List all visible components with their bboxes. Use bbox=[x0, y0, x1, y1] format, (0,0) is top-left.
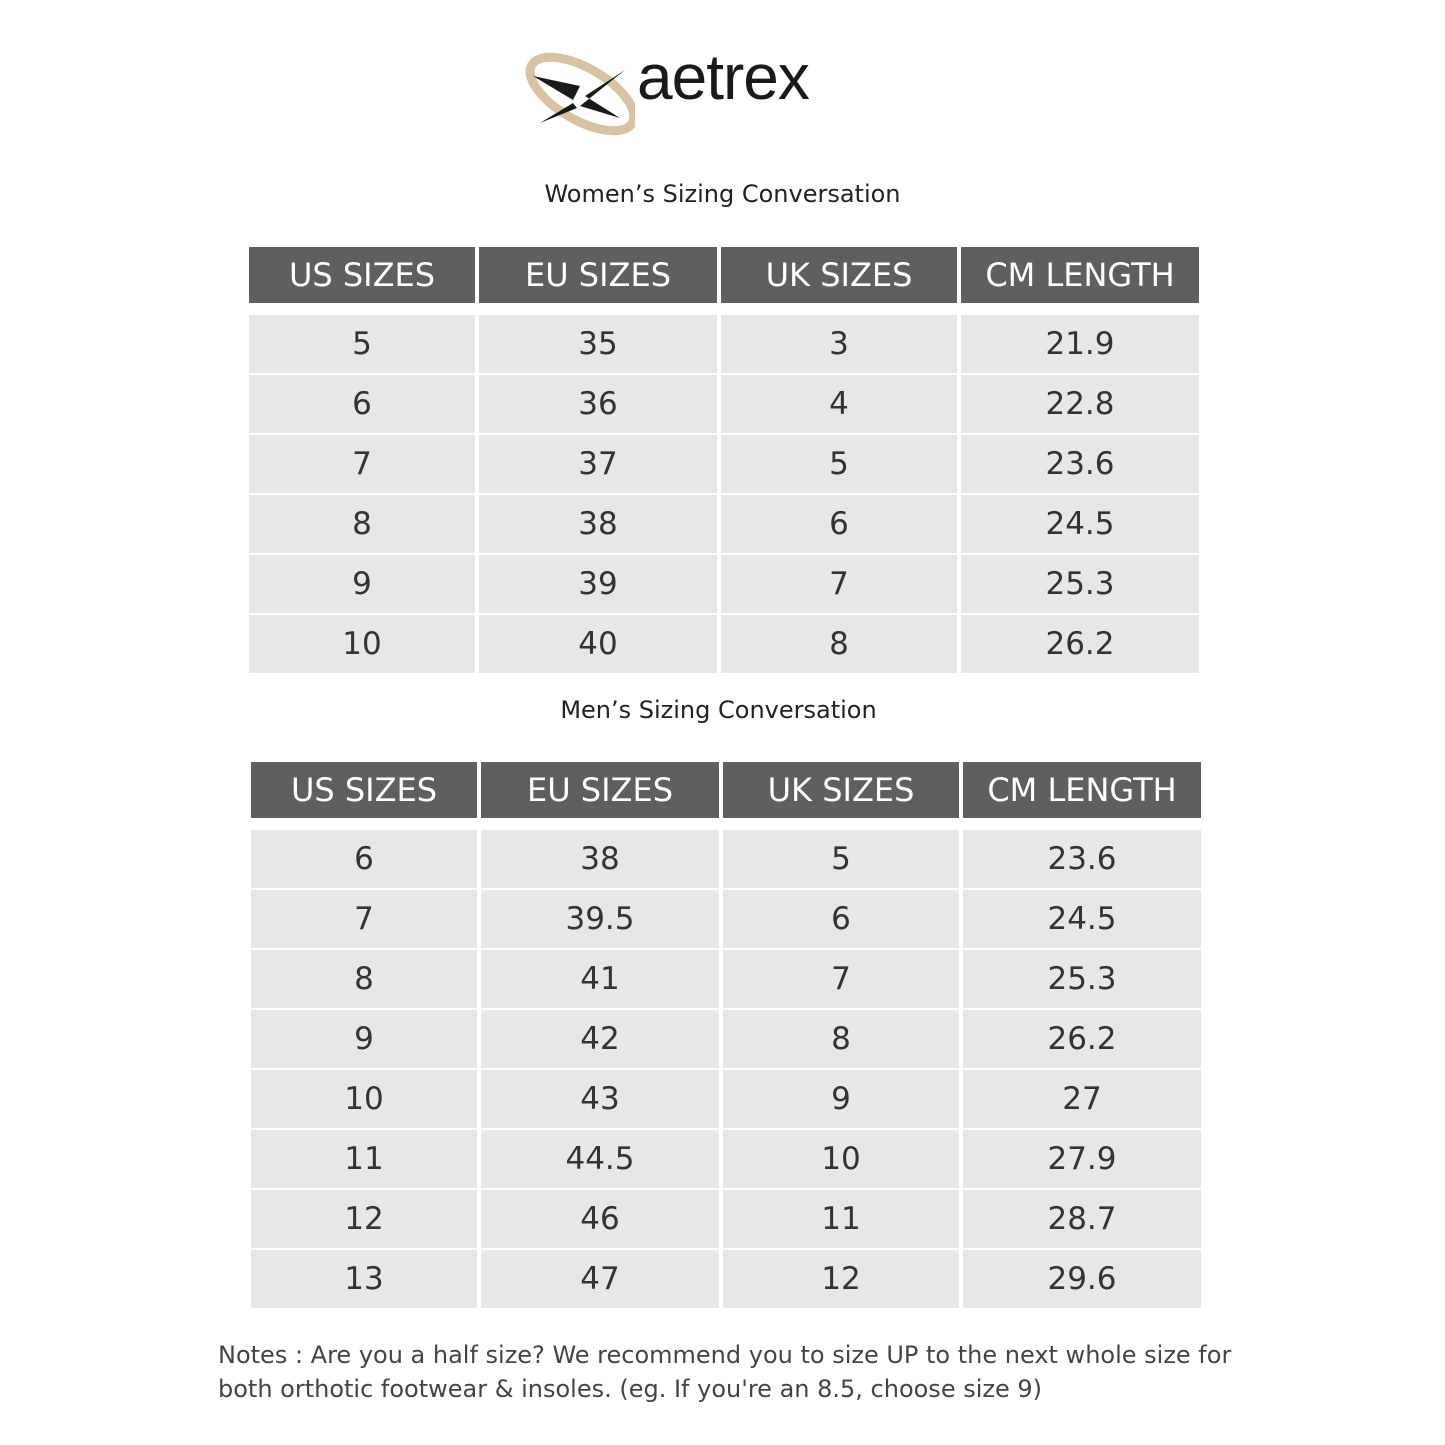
table-row: 9 39 7 25.3 bbox=[249, 555, 1199, 613]
table-cell: 36 bbox=[479, 375, 717, 433]
table-cell: 26.2 bbox=[961, 615, 1199, 673]
table-cell: 42 bbox=[481, 1010, 719, 1068]
column-header: EU SIZES bbox=[479, 247, 717, 313]
table-cell: 9 bbox=[723, 1070, 959, 1128]
header-row: US SIZES EU SIZES UK SIZES CM LENGTH bbox=[249, 247, 1199, 313]
table-cell: 10 bbox=[249, 615, 475, 673]
table-cell: 38 bbox=[481, 830, 719, 888]
table-cell: 6 bbox=[721, 495, 957, 553]
table-cell: 47 bbox=[481, 1250, 719, 1308]
table-cell: 12 bbox=[251, 1190, 477, 1248]
table-cell: 43 bbox=[481, 1070, 719, 1128]
table-cell: 27 bbox=[963, 1070, 1201, 1128]
table-cell: 37 bbox=[479, 435, 717, 493]
table-row: 7 37 5 23.6 bbox=[249, 435, 1199, 493]
table-cell: 5 bbox=[723, 830, 959, 888]
table-cell: 28.7 bbox=[963, 1190, 1201, 1248]
table-cell: 22.8 bbox=[961, 375, 1199, 433]
table-cell: 6 bbox=[251, 830, 477, 888]
table-row: 13 47 12 29.6 bbox=[251, 1250, 1201, 1308]
table-cell: 11 bbox=[251, 1130, 477, 1188]
men-size-table: US SIZES EU SIZES UK SIZES CM LENGTH 6 38 5 23.… bbox=[247, 760, 1205, 1310]
table-cell: 39.5 bbox=[481, 890, 719, 948]
table-cell: 7 bbox=[723, 950, 959, 1008]
table-row: 5 35 3 21.9 bbox=[249, 315, 1199, 373]
table-cell: 7 bbox=[251, 890, 477, 948]
table-cell: 27.9 bbox=[963, 1130, 1201, 1188]
table-cell: 7 bbox=[721, 555, 957, 613]
table-cell: 3 bbox=[721, 315, 957, 373]
aetrex-mark-icon bbox=[525, 52, 639, 136]
table-row: 11 44.5 10 27.9 bbox=[251, 1130, 1201, 1188]
column-header: CM LENGTH bbox=[963, 762, 1201, 828]
aetrex-logo: aetrex bbox=[525, 41, 835, 143]
table-cell: 8 bbox=[249, 495, 475, 553]
table-cell: 10 bbox=[251, 1070, 477, 1128]
table-row: 7 39.5 6 24.5 bbox=[251, 890, 1201, 948]
table-cell: 29.6 bbox=[963, 1250, 1201, 1308]
table-row: 6 38 5 23.6 bbox=[251, 830, 1201, 888]
table-cell: 25.3 bbox=[963, 950, 1201, 1008]
column-header: UK SIZES bbox=[723, 762, 959, 828]
column-header: UK SIZES bbox=[721, 247, 957, 313]
table-cell: 6 bbox=[723, 890, 959, 948]
table-cell: 12 bbox=[723, 1250, 959, 1308]
table-cell: 39 bbox=[479, 555, 717, 613]
table-cell: 26.2 bbox=[963, 1010, 1201, 1068]
table-cell: 40 bbox=[479, 615, 717, 673]
table-cell: 8 bbox=[723, 1010, 959, 1068]
column-header: CM LENGTH bbox=[961, 247, 1199, 313]
table-cell: 23.6 bbox=[963, 830, 1201, 888]
table-cell: 5 bbox=[249, 315, 475, 373]
logo-text: aetrex bbox=[637, 41, 810, 113]
table-cell: 21.9 bbox=[961, 315, 1199, 373]
table-row: 9 42 8 26.2 bbox=[251, 1010, 1201, 1068]
notes: Notes : Are you a half size? We recommen… bbox=[218, 1341, 1232, 1403]
table-cell: 9 bbox=[249, 555, 475, 613]
table-cell: 24.5 bbox=[961, 495, 1199, 553]
header-row: US SIZES EU SIZES UK SIZES CM LENGTH bbox=[251, 762, 1201, 828]
table-row: 8 41 7 25.3 bbox=[251, 950, 1201, 1008]
women-title: Women’s Sizing Conversation bbox=[544, 180, 901, 208]
table-row: 8 38 6 24.5 bbox=[249, 495, 1199, 553]
table-row: 12 46 11 28.7 bbox=[251, 1190, 1201, 1248]
column-header: US SIZES bbox=[249, 247, 475, 313]
table-row: 10 40 8 26.2 bbox=[249, 615, 1199, 673]
table-cell: 46 bbox=[481, 1190, 719, 1248]
table-cell: 25.3 bbox=[961, 555, 1199, 613]
table-cell: 5 bbox=[721, 435, 957, 493]
table-cell: 24.5 bbox=[963, 890, 1201, 948]
table-cell: 9 bbox=[251, 1010, 477, 1068]
table-cell: 8 bbox=[251, 950, 477, 1008]
table-cell: 23.6 bbox=[961, 435, 1199, 493]
women-size-table: US SIZES EU SIZES UK SIZES CM LENGTH 5 35 3 21.… bbox=[245, 245, 1203, 675]
table-cell: 11 bbox=[723, 1190, 959, 1248]
table-cell: 6 bbox=[249, 375, 475, 433]
table-cell: 10 bbox=[723, 1130, 959, 1188]
table-cell: 41 bbox=[481, 950, 719, 1008]
table-row: 10 43 9 27 bbox=[251, 1070, 1201, 1128]
table-cell: 7 bbox=[249, 435, 475, 493]
table-cell: 38 bbox=[479, 495, 717, 553]
table-cell: 35 bbox=[479, 315, 717, 373]
table-cell: 4 bbox=[721, 375, 957, 433]
table-cell: 44.5 bbox=[481, 1130, 719, 1188]
table-cell: 8 bbox=[721, 615, 957, 673]
table-row: 6 36 4 22.8 bbox=[249, 375, 1199, 433]
column-header: EU SIZES bbox=[481, 762, 719, 828]
men-title: Men’s Sizing Conversation bbox=[560, 696, 877, 724]
column-header: US SIZES bbox=[251, 762, 477, 828]
table-cell: 13 bbox=[251, 1250, 477, 1308]
